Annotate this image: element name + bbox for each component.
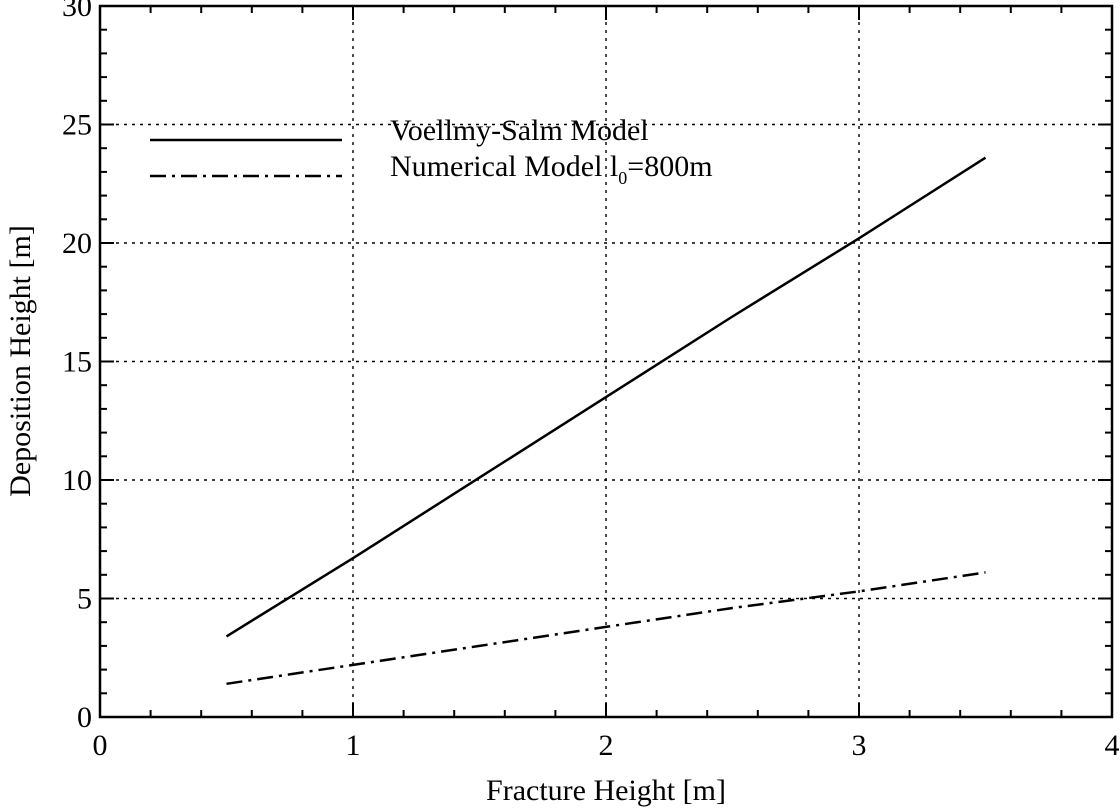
legend-label-numerical-model-subscript: 0 — [618, 168, 627, 188]
x-tick-label: 2 — [599, 729, 614, 762]
y-tick-label: 20 — [62, 227, 92, 260]
legend-label-numerical-model-main: Numerical Model l — [390, 150, 618, 183]
legend-label-numerical-model: Numerical Model l0=800m — [390, 150, 713, 188]
x-tick-label: 0 — [93, 729, 108, 762]
y-tick-label: 30 — [62, 0, 92, 23]
series-lines — [225, 156, 987, 686]
legend: Voellmy-Salm Model Numerical Model l0=80… — [150, 114, 713, 188]
y-tick-label: 15 — [62, 346, 92, 379]
y-axis-label: Deposition Height [m] — [4, 225, 37, 497]
y-tick-label: 25 — [62, 109, 92, 142]
plot-frame — [98, 4, 1114, 719]
x-tick-label: 1 — [346, 729, 361, 762]
x-tick-label: 3 — [852, 729, 867, 762]
legend-label-numerical-model-suffix: =800m — [627, 150, 712, 183]
y-tick-label: 10 — [62, 464, 92, 497]
tick-labels: 0 1 2 3 4 0 5 10 15 20 25 30 — [62, 0, 1120, 762]
y-tick-label: 0 — [77, 701, 92, 734]
series-line-voellmy-salm — [225, 156, 987, 638]
series-line-numerical-model — [226, 571, 986, 686]
grid — [100, 6, 1112, 717]
x-axis-label: Fracture Height [m] — [486, 774, 726, 807]
legend-label-voellmy-salm: Voellmy-Salm Model — [390, 114, 649, 147]
y-tick-label: 5 — [77, 583, 92, 616]
x-tick-label: 4 — [1105, 729, 1120, 762]
